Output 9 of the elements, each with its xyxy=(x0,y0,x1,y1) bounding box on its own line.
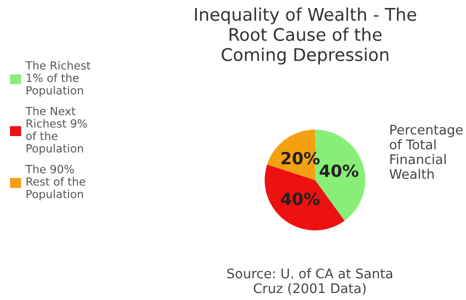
data-label: 20% xyxy=(282,152,320,164)
legend-label: The Next Richest 9% of the Population xyxy=(26,106,88,155)
data-label: 40% xyxy=(320,164,358,178)
chart-title: Inequality of Wealth - The Root Cause of the Coming Depression xyxy=(195,8,416,65)
data-label: 40% xyxy=(281,192,320,206)
legend-label: The Richest 1% of the Population xyxy=(26,61,90,97)
legend-label: The 90% Rest of the Population xyxy=(26,164,86,200)
source-note: Source: U. of CA at Santa Cruz (2001 Data) xyxy=(227,268,392,295)
text: Percentage of Total Financial Wealth xyxy=(390,124,463,179)
